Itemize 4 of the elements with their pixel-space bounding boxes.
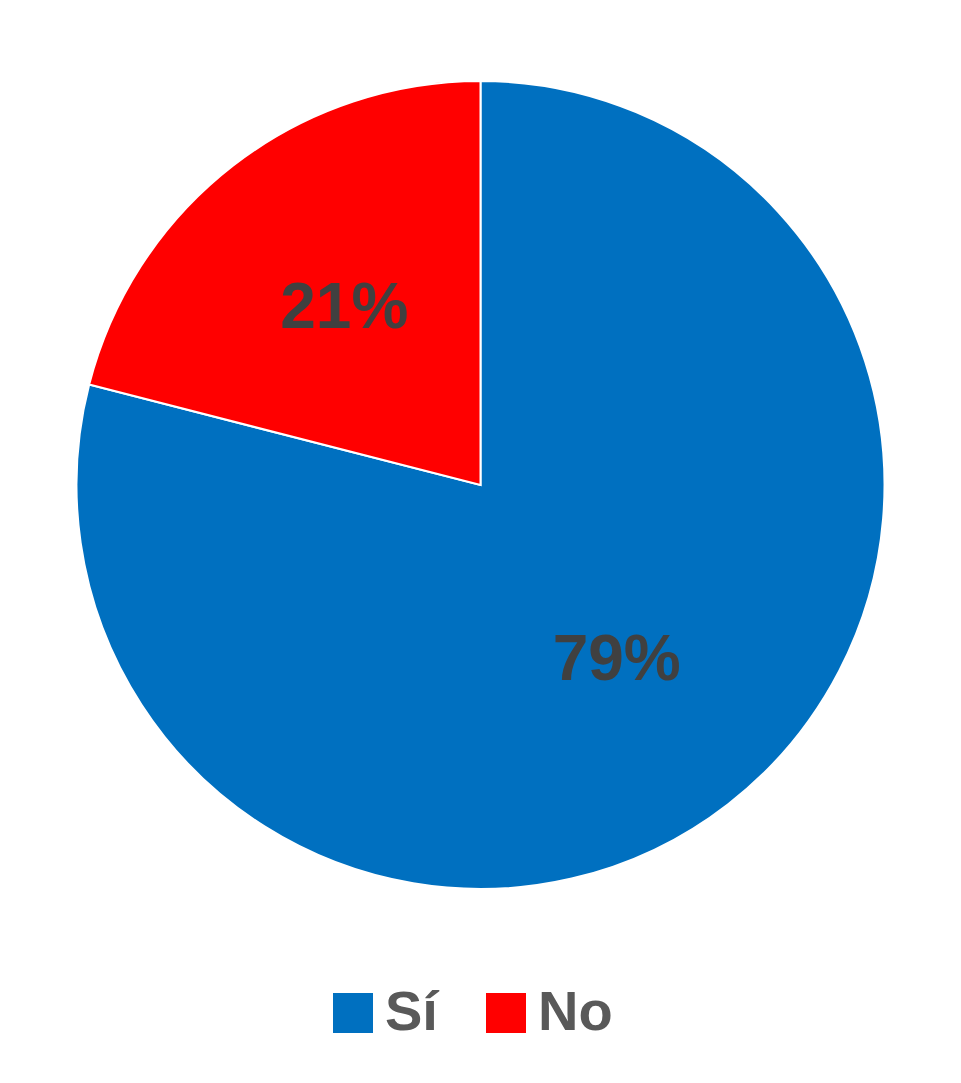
- data-label: 79%: [552, 621, 681, 694]
- legend-label: No: [538, 979, 613, 1042]
- data-label: 21%: [280, 270, 409, 343]
- legend-label: Sí: [385, 979, 441, 1042]
